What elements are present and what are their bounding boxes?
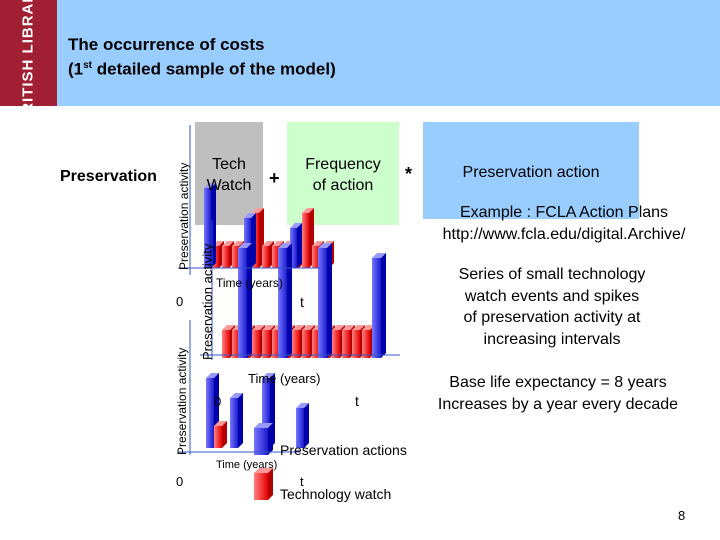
british-library-logo: BRITISH LIBRARY <box>0 0 57 126</box>
title-suffix: detailed sample of the model) <box>92 59 336 79</box>
title-line-2: (1st detailed sample of the model) <box>68 55 336 80</box>
plus-sign: + <box>269 168 280 188</box>
title-line-1: The occurrence of costs <box>68 35 265 54</box>
series-line-1: Series of small technology <box>458 266 646 283</box>
x-label-back: Time (years) <box>216 276 283 290</box>
t-label-front: t <box>300 474 304 489</box>
life-line-2: Increases by a year every decade <box>437 396 679 413</box>
series-line-4: increasing intervals <box>483 330 621 348</box>
multiply-sign: * <box>405 164 413 184</box>
frequency-label: Frequency of action <box>287 154 399 196</box>
t-label-back: t <box>300 294 304 310</box>
header-band <box>0 0 720 106</box>
middle-bar-blue <box>318 243 332 358</box>
preservation-action-box <box>423 122 639 219</box>
preservation-label: Preservation <box>60 168 157 185</box>
y-label-front: Preservation activity <box>175 348 189 455</box>
legend-watch-label: Technology watch <box>280 486 391 502</box>
freq-line-2: of action <box>312 177 374 194</box>
example-line-1: Example : FCLA Action Plans <box>459 204 669 221</box>
x-label-middle: Time (years) <box>248 371 320 386</box>
t-label-middle: t <box>355 393 359 409</box>
x-label-front: Time (years) <box>216 459 277 471</box>
preservation-action-label: Preservation action <box>462 164 600 181</box>
origin-middle: 0 <box>214 394 221 409</box>
tech-watch-label: Tech Watch <box>195 154 263 196</box>
life-line-1: Base life expectancy = 8 years <box>449 374 667 391</box>
origin-front: 0 <box>176 474 183 489</box>
middle-bar-blue <box>278 243 292 358</box>
title-superscript: st <box>83 60 93 71</box>
front-bar-blue <box>296 403 309 448</box>
page-number: 8 <box>678 508 686 523</box>
frequency-box <box>287 122 399 225</box>
middle-bar-blue <box>372 253 386 358</box>
legend-watch-swatch <box>254 468 273 500</box>
middle-bar-blue <box>238 243 252 358</box>
legend-actions-swatch <box>254 423 273 455</box>
y-label-middle: Preservation activity <box>200 243 215 360</box>
series-line-2: watch events and spikes <box>464 287 640 305</box>
front-bar-blue <box>230 393 243 448</box>
slide-title: The occurrence of costs (1st detailed sa… <box>68 34 336 80</box>
origin-back: 0 <box>176 294 183 309</box>
series-text: Series of small technology watch events … <box>402 264 702 350</box>
front-bar-red <box>214 421 227 448</box>
tech-line-2: Watch <box>206 177 252 194</box>
example-line-2: http://www.fcla.edu/digital.Archive/ <box>442 226 686 243</box>
life-expectancy-text: Base life expectancy = 8 years Increases… <box>402 372 714 416</box>
series-line-3: of preservation activity at <box>463 309 641 326</box>
bars-layer <box>204 183 386 500</box>
back-bar-blue <box>290 223 302 268</box>
axes-layer <box>178 125 400 455</box>
title-prefix: (1 <box>68 59 84 79</box>
tech-line-1: Tech <box>212 156 246 173</box>
legend-actions-label: Preservation actions <box>280 442 407 458</box>
freq-line-1: Frequency <box>305 156 381 173</box>
y-label-back: Preservation activity <box>177 163 191 270</box>
example-text: Example : FCLA Action Plans http://www.f… <box>414 202 714 246</box>
